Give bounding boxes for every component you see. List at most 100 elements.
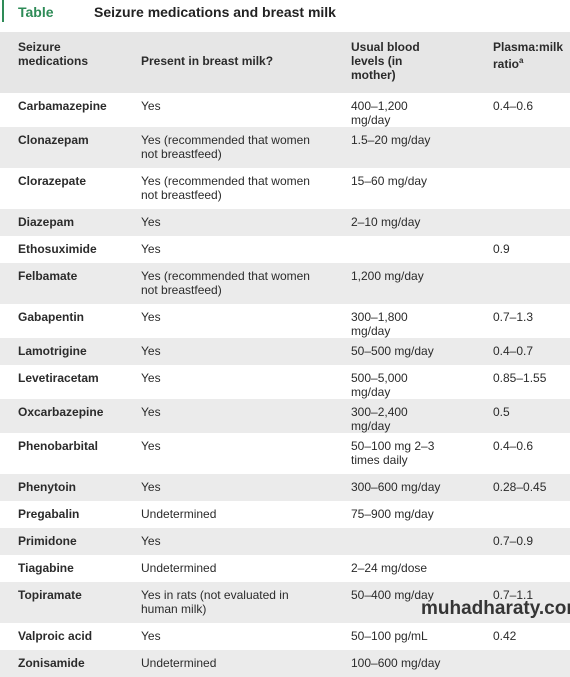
cell-ratio: 0.9: [493, 242, 510, 256]
column-header: Plasma:milk ratioa: [482, 32, 570, 93]
cell-levels: 2–10 mg/day: [340, 209, 482, 236]
cell-present: Yes in rats (not evaluated in human milk…: [130, 582, 340, 623]
cell-name: Pregabalin: [18, 507, 80, 521]
empty-cell: [482, 650, 570, 677]
cell-name: Lamotrigine: [0, 338, 130, 365]
cell-ratio: 0.4–0.6: [493, 99, 534, 113]
cell-present: Yes: [141, 242, 161, 256]
table-row: Clonazepam Yes (recommended that women no…: [0, 127, 570, 168]
table-row: Primidone Yes 0.7–0.9: [0, 528, 570, 555]
cell-ratio: 0.5: [482, 399, 570, 433]
table-row: Topiramate Yes in rats (not evaluated in …: [0, 582, 570, 623]
cell-present: Yes: [141, 310, 161, 324]
table-row: Zonisamide Undetermined 100–600 mg/day: [0, 650, 570, 677]
cell-levels: 1.5–20 mg/day: [340, 127, 482, 168]
cell-levels: 500–5,000 mg/day: [351, 371, 408, 399]
watermark: muhadharaty.com: [421, 598, 570, 619]
cell-present: Yes (recommended that women not breastfe…: [130, 263, 340, 304]
cell-ratio: 0.4–0.7: [482, 338, 570, 365]
cell-ratio: 0.4–0.6: [493, 439, 534, 453]
cell-present: Undetermined: [141, 561, 217, 575]
table-row: Carbamazepine Yes 400–1,200 mg/day 0.4–0.6: [0, 93, 570, 127]
header-row: Seizure medications Present in breast mil…: [0, 32, 570, 93]
cell-present: Undetermined: [141, 507, 217, 521]
column-header-text: Present in breast milk?: [141, 54, 274, 68]
cell-ratio: 0.42: [493, 629, 517, 643]
cell-name: Diazepam: [0, 209, 130, 236]
cell-present: Yes: [130, 399, 340, 433]
table-row: Felbamate Yes (recommended that women not…: [0, 263, 570, 304]
cell-levels: 2–24 mg/dose: [351, 561, 428, 575]
column-header-text: Seizure medications: [18, 40, 89, 68]
table-row: Ethosuximide Yes 0.9: [0, 236, 570, 263]
cell-name: Valproic acid: [18, 629, 93, 643]
cell-name: Zonisamide: [0, 650, 130, 677]
cell-name: Ethosuximide: [18, 242, 97, 256]
cell-levels: 50–100 mg 2–3 times daily: [351, 439, 435, 467]
cell-levels: 15–60 mg/day: [351, 174, 428, 188]
cell-present: Yes: [141, 439, 161, 453]
table-row: Valproic acid Yes 50–100 pg/mL 0.42: [0, 623, 570, 650]
cell-present: Undetermined: [130, 650, 340, 677]
title-bar: Table Seizure medications and breast mil…: [0, 0, 570, 32]
empty-cell: [482, 127, 570, 168]
empty-cell: [482, 168, 570, 209]
cell-levels: 300–1,800 mg/day: [351, 310, 408, 338]
cell-levels: 50–100 pg/mL: [351, 629, 428, 643]
cell-name: Phenobarbital: [18, 439, 99, 453]
cell-name: Levetiracetam: [18, 371, 99, 385]
cell-present: Yes: [141, 371, 161, 385]
accent-bar: [2, 0, 4, 22]
table-title: Seizure medications and breast milk: [94, 4, 336, 20]
table-label: Table: [18, 4, 54, 20]
column-header-text: Usual blood levels (in mother): [351, 40, 420, 82]
column-header: Usual blood levels (in mother): [340, 32, 482, 93]
table-row: Diazepam Yes 2–10 mg/day: [0, 209, 570, 236]
cell-name: Carbamazepine: [18, 99, 107, 113]
empty-cell: [340, 236, 482, 263]
cell-levels: 1,200 mg/day: [340, 263, 482, 304]
cell-name: Felbamate: [0, 263, 130, 304]
cell-present: Yes (recommended that women not breastfe…: [130, 127, 340, 168]
column-header: Present in breast milk?: [130, 32, 340, 93]
cell-ratio: 0.7–1.3: [493, 310, 534, 324]
table-row: Tiagabine Undetermined 2–24 mg/dose: [0, 555, 570, 582]
cell-present: Yes: [141, 629, 161, 643]
cell-name: Oxcarbazepine: [0, 399, 130, 433]
table-row: Oxcarbazepine Yes 300–2,400 mg/day 0.5: [0, 399, 570, 433]
cell-levels: 400–1,200 mg/day: [351, 99, 408, 127]
column-header-text: Plasma:milk ratio: [493, 40, 564, 71]
cell-ratio: 0.7–0.9: [482, 528, 570, 555]
cell-present: Yes: [130, 209, 340, 236]
table-row: Gabapentin Yes 300–1,800 mg/day 0.7–1.3: [0, 304, 570, 338]
footnote-mark: a: [519, 56, 524, 65]
cell-name: Gabapentin: [18, 310, 85, 324]
column-header: Seizure medications: [0, 32, 130, 93]
empty-cell: [340, 528, 482, 555]
table-row: Phenobarbital Yes 50–100 mg 2–3 times dail…: [0, 433, 570, 474]
empty-cell: [482, 555, 570, 582]
cell-ratio: 0.85–1.55: [493, 371, 547, 385]
cell-levels: 75–900 mg/day: [351, 507, 434, 521]
cell-name: Tiagabine: [18, 561, 74, 575]
cell-levels: 50–400 mg/day: [340, 582, 482, 623]
table-row: Phenytoin Yes 300–600 mg/day 0.28–0.45: [0, 474, 570, 501]
cell-name: Phenytoin: [0, 474, 130, 501]
cell-present: Yes: [130, 474, 340, 501]
cell-levels: 50–500 mg/day: [340, 338, 482, 365]
cell-present: Yes: [130, 528, 340, 555]
cell-levels: 100–600 mg/day: [340, 650, 482, 677]
cell-ratio: 0.28–0.45: [482, 474, 570, 501]
cell-present: Yes: [130, 338, 340, 365]
empty-cell: [482, 501, 570, 528]
empty-cell: [482, 263, 570, 304]
cell-name: Topiramate: [0, 582, 130, 623]
table-row: Lamotrigine Yes 50–500 mg/day 0.4–0.7: [0, 338, 570, 365]
table-row: Levetiracetam Yes 500–5,000 mg/day 0.85–1.5…: [0, 365, 570, 399]
cell-present: Yes (recommended that women not breastfe…: [141, 174, 310, 202]
cell-name: Primidone: [0, 528, 130, 555]
cell-present: Yes: [141, 99, 161, 113]
cell-name: Clonazepam: [0, 127, 130, 168]
cell-levels: 300–600 mg/day: [340, 474, 482, 501]
